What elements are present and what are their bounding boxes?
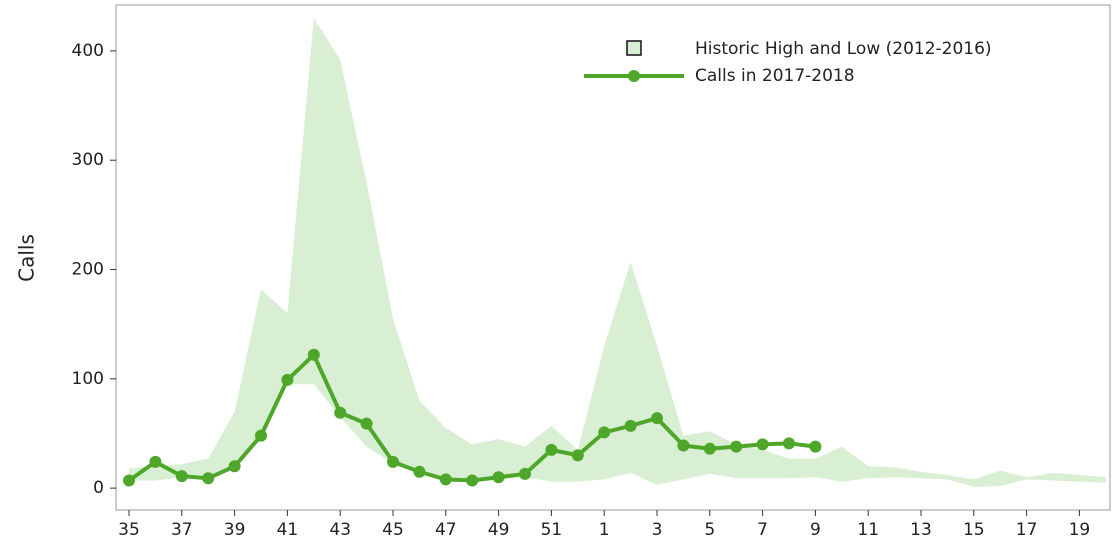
calls-point: [545, 443, 558, 456]
calls-point: [387, 455, 399, 468]
calls-point: [334, 406, 347, 419]
legend-marker: [628, 70, 640, 82]
calls-point: [228, 460, 241, 473]
calls-point: [413, 465, 426, 478]
calls-point: [624, 419, 637, 432]
x-tick-label: 9: [810, 520, 821, 540]
calls-point: [123, 474, 135, 487]
x-tick-label: 15: [963, 520, 985, 540]
calls-point: [360, 417, 373, 430]
historic-band: [129, 18, 1106, 488]
x-tick-label: 1: [599, 520, 610, 540]
calls-point: [756, 438, 769, 451]
calls-point: [202, 472, 215, 485]
x-tick-label: 41: [277, 520, 299, 540]
x-tick-label: 3: [652, 520, 663, 540]
y-tick-label: 100: [72, 369, 104, 389]
x-tick-label: 45: [382, 520, 404, 540]
x-tick-label: 49: [488, 520, 510, 540]
legend-label: Calls in 2017-2018: [695, 66, 855, 86]
calls-point: [571, 449, 584, 462]
x-tick-label: 17: [1016, 520, 1038, 540]
x-tick-label: 43: [329, 520, 351, 540]
y-axis-label: Calls: [15, 234, 39, 282]
calls-point: [809, 440, 822, 453]
calls-point: [703, 442, 716, 455]
x-tick-label: 47: [435, 520, 457, 540]
calls-point: [255, 429, 267, 442]
calls-point: [651, 412, 663, 425]
x-tick-label: 51: [541, 520, 563, 540]
calls-point: [307, 348, 320, 361]
y-tick-label: 0: [93, 478, 104, 498]
x-tick-label: 7: [757, 520, 768, 540]
plot-frame: [115, 4, 1111, 511]
calls-point: [492, 471, 505, 484]
calls-point: [439, 473, 452, 486]
calls-point: [281, 373, 294, 386]
y-tick-label: 400: [72, 41, 104, 61]
legend-swatch: [626, 40, 642, 56]
legend-label: Historic High and Low (2012-2016): [695, 39, 992, 59]
calls-point: [149, 455, 162, 468]
y-tick-label: 300: [72, 150, 104, 170]
x-tick-label: 37: [171, 520, 193, 540]
x-tick-label: 11: [857, 520, 879, 540]
calls-point: [519, 467, 531, 480]
calls-point: [677, 439, 690, 452]
x-tick-label: 35: [118, 520, 140, 540]
x-tick-label: 39: [224, 520, 246, 540]
calls-point: [175, 470, 188, 483]
calls-point: [466, 474, 479, 487]
calls-point: [783, 437, 795, 450]
x-tick-label: 19: [1069, 520, 1091, 540]
calls-point: [730, 440, 743, 453]
x-tick-label: 13: [910, 520, 932, 540]
x-tick-label: 5: [704, 520, 715, 540]
calls-point: [598, 426, 611, 439]
y-tick-label: 200: [72, 260, 104, 280]
